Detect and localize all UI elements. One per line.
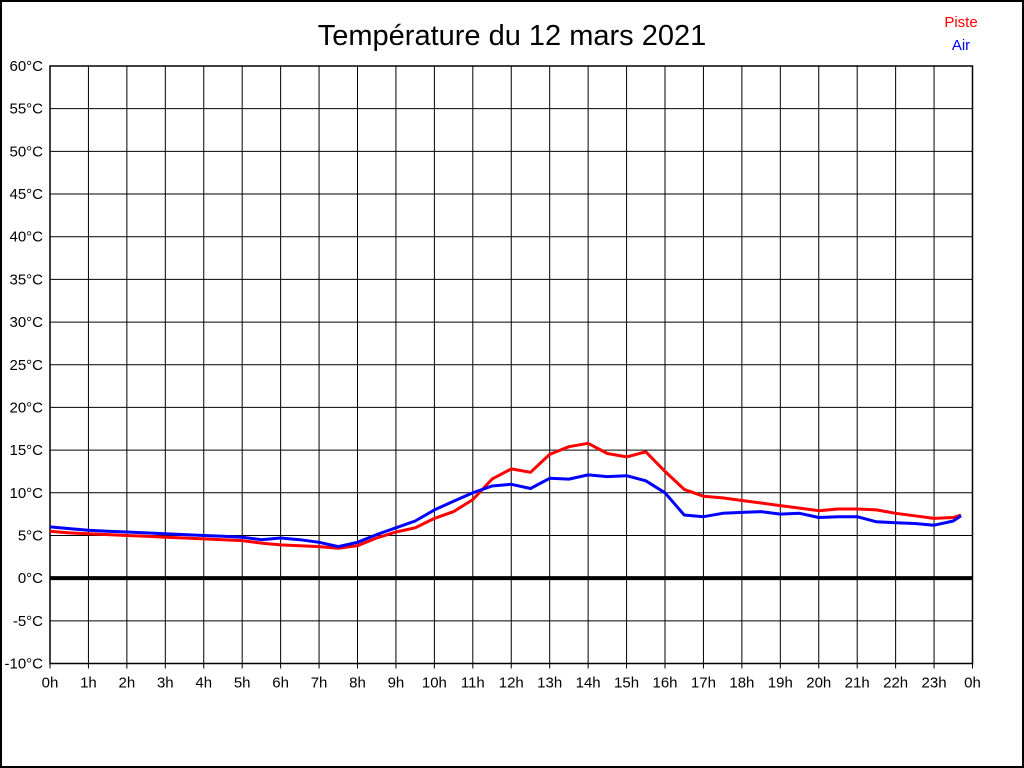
x-tick-label: 20h [806, 675, 831, 692]
legend-item-air: Air [951, 37, 971, 54]
x-tick-label: 16h [652, 675, 677, 692]
legend-item-piste: Piste [944, 14, 978, 31]
y-tick-label: -10°C [4, 656, 43, 673]
x-tick-label: 18h [729, 675, 754, 692]
y-tick-label: 55°C [9, 101, 43, 118]
x-tick-label: 7h [311, 675, 328, 692]
chart-title: Température du 12 mars 2021 [317, 20, 707, 52]
y-tick-label: 15°C [9, 442, 43, 459]
x-tick-label: 12h [499, 675, 524, 692]
x-tick-label: 23h [922, 675, 947, 692]
x-tick-label: 0h [42, 675, 59, 692]
plot-border [49, 65, 974, 665]
grid [49, 65, 973, 669]
y-tick-label: 50°C [9, 143, 43, 160]
x-tick-label: 17h [691, 675, 716, 692]
x-tick-label: 13h [537, 675, 562, 692]
piste-series-line [49, 441, 962, 550]
x-tick-label: 15h [614, 675, 639, 692]
x-tick-label: 22h [883, 675, 908, 692]
y-tick-label: 20°C [9, 399, 43, 416]
y-tick-label: 60°C [9, 58, 43, 75]
y-tick-label: 5°C [18, 527, 43, 544]
x-tick-label: 11h [461, 675, 485, 692]
x-tick-label: 21h [845, 675, 870, 692]
x-axis-labels: 0h 1h 2h 3h 4h 5h 6h 7h 8h 9h 10h 11h 12h 13h 14h 15h 16… [42, 675, 981, 692]
y-tick-label: 10°C [9, 485, 43, 502]
x-tick-label: 9h [388, 675, 405, 692]
x-tick-label: 8h [349, 675, 366, 692]
y-tick-label: 30°C [9, 314, 43, 331]
y-tick-label: 0°C [18, 570, 43, 587]
x-tick-label: 14h [576, 675, 601, 692]
y-axis-labels: -10°C -5°C 0°C 5°C 10°C 15°C 20°C 25°C 30°C 35°C 4… [4, 58, 43, 673]
y-tick-label: 45°C [9, 186, 43, 203]
air-series-line [49, 473, 962, 549]
y-tick-label: -5°C [13, 613, 43, 630]
x-tick-label: 2h [119, 675, 136, 692]
x-tick-label: 3h [157, 675, 174, 692]
chart-legend: Piste Air [918, 11, 1004, 57]
x-tick-label: 5h [234, 675, 251, 692]
x-tick-label: 10h [422, 675, 447, 692]
x-tick-label: 19h [768, 675, 793, 692]
y-tick-label: 35°C [9, 271, 43, 288]
y-tick-label: 40°C [9, 229, 43, 246]
y-tick-label: 25°C [9, 357, 43, 374]
x-tick-label: 6h [272, 675, 289, 692]
x-tick-label: 4h [195, 675, 212, 692]
x-tick-label: 0h [964, 675, 981, 692]
x-tick-label: 1h [80, 675, 97, 692]
